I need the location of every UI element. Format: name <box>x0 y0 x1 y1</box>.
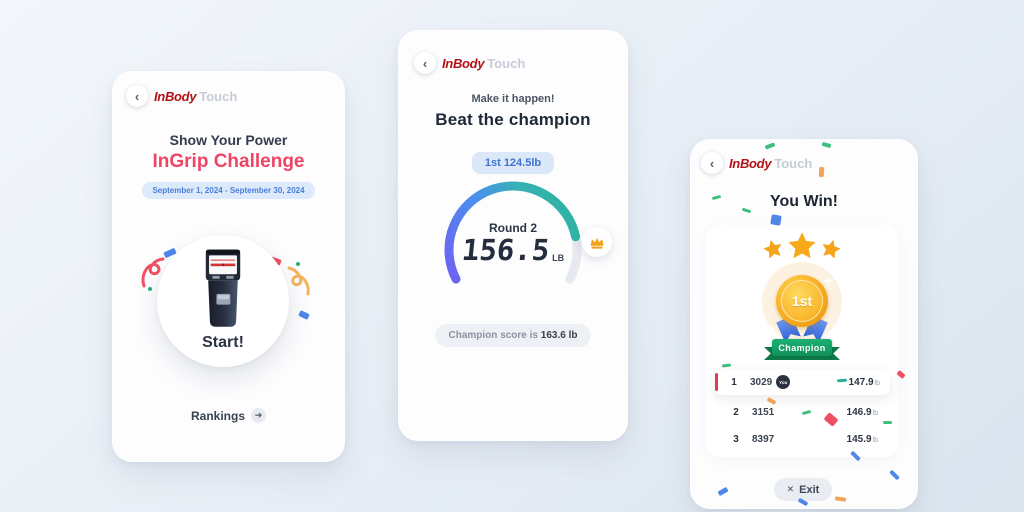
grip-device-illustration <box>205 249 241 327</box>
logo-product: Touch <box>487 56 526 71</box>
crown-icon <box>590 237 604 249</box>
date-range-wrap: September 1, 2024 - September 30, 2024 <box>113 180 344 199</box>
rank-number: 3 <box>733 433 739 445</box>
chevron-left-icon: ‹ <box>134 88 140 104</box>
confetti-piece <box>296 262 300 266</box>
confetti-squiggle-orange <box>287 266 310 296</box>
rank-number: 2 <box>733 406 739 418</box>
close-icon: ✕ <box>786 484 795 494</box>
confetti-piece <box>818 166 825 178</box>
rank-score: 147.9 lb <box>849 377 880 388</box>
back-button[interactable]: ‹ <box>701 152 723 174</box>
champion-banner-label: Champion <box>778 342 826 353</box>
confetti-piece <box>298 310 310 320</box>
stars-row <box>706 230 898 262</box>
app-logo: InBody Touch <box>154 90 237 103</box>
rank-score-unit: lb <box>872 409 878 417</box>
confetti-squiggle-red <box>141 257 165 288</box>
champion-score-prefix: Champion score is <box>448 330 541 341</box>
confetti-piece <box>717 486 729 497</box>
logo-brand: InBody <box>154 89 197 104</box>
rank-score-value: 146.9 <box>846 406 872 418</box>
exit-label: Exit <box>799 483 820 496</box>
confetti-piece <box>821 141 832 149</box>
star-icon <box>788 232 816 259</box>
confetti-piece <box>764 142 776 150</box>
challenge-subtitle: Show Your Power <box>169 132 288 148</box>
rank-score: 145.9 lb <box>847 434 878 445</box>
start-button[interactable]: Start! <box>157 235 289 367</box>
score-gauge <box>444 181 582 284</box>
star-icon <box>822 239 841 259</box>
win-title: You Win! <box>770 193 838 210</box>
confetti-piece <box>834 496 847 502</box>
result-card: 1st Champion 1 3029 You 147.9 lb <box>706 225 898 457</box>
confetti-piece <box>889 469 900 481</box>
first-place-medal: 1st <box>776 275 828 327</box>
champion-score-value: 163.6 lb <box>540 330 578 341</box>
rank-number: 1 <box>731 376 737 388</box>
arrow-right-icon: ➔ <box>251 408 266 423</box>
rankings-label: Rankings <box>190 408 245 423</box>
back-button[interactable]: ‹ <box>414 52 436 74</box>
rank-score-value: 145.9 <box>846 433 872 445</box>
ranking-row: 2 3151 146.9 lb <box>715 401 890 423</box>
sparkle-icon <box>823 276 833 286</box>
chevron-left-icon: ‹ <box>422 55 428 71</box>
confetti-piece <box>883 421 892 424</box>
app-logo: InBody Touch <box>729 157 812 170</box>
rank-score-unit: lb <box>872 436 878 444</box>
challenge-title: InGrip Challenge <box>152 151 305 172</box>
screen-round: ‹ InBody Touch Make it happen! Beat the c… <box>398 30 628 441</box>
member-id: 8397 <box>752 433 775 445</box>
rankings-link[interactable]: Rankings ➔ <box>113 408 344 423</box>
ranking-row: 3 8397 145.9 lb <box>715 428 890 450</box>
champion-marker <box>582 227 612 257</box>
rank-accent-bar <box>715 373 718 391</box>
start-label: Start! <box>202 334 244 351</box>
medal-face: 1st <box>781 280 823 322</box>
round-subtitle: Make it happen! <box>471 93 555 105</box>
ranking-row-you: 1 3029 You 147.9 lb <box>715 369 890 395</box>
app-logo: InBody Touch <box>442 57 525 70</box>
screen-win: ‹ InBody Touch You Win! <box>690 139 918 509</box>
member-id: 3029 <box>750 376 773 388</box>
sparkle-icon <box>768 325 775 332</box>
target-score-badge: 1st 124.5lb <box>471 152 555 174</box>
medal-rank-label: 1st <box>791 293 813 309</box>
rank-score: 146.9 lb <box>847 407 878 418</box>
confetti-piece <box>770 214 782 226</box>
champion-banner: Champion <box>772 339 832 356</box>
date-range-badge: September 1, 2024 - September 30, 2024 <box>142 182 315 199</box>
member-id: 3151 <box>752 406 775 418</box>
logo-brand: InBody <box>729 156 772 171</box>
back-button[interactable]: ‹ <box>126 85 148 107</box>
you-badge: You <box>776 375 791 389</box>
confetti-piece <box>148 287 152 291</box>
score-unit: LB <box>552 253 565 263</box>
score-value: 156.5 <box>460 233 551 267</box>
logo-brand: InBody <box>442 56 485 71</box>
round-title: Beat the champion <box>435 110 591 129</box>
exit-button[interactable]: ✕ Exit <box>774 478 832 501</box>
target-badge-wrap: 1st 124.5lb <box>399 152 627 174</box>
star-icon <box>763 239 782 259</box>
champion-score-note: Champion score is 163.6 lb <box>435 324 591 347</box>
rank-score-unit: lb <box>874 379 880 387</box>
chevron-left-icon: ‹ <box>709 155 715 171</box>
score-readout: 156.5 LB <box>399 233 627 267</box>
logo-product: Touch <box>774 156 813 171</box>
screen-challenge: ‹ InBody Touch Show Your Power InGrip Cha… <box>112 71 345 462</box>
rank-score-value: 147.9 <box>848 376 874 388</box>
round-label: Round 2 <box>489 221 537 235</box>
logo-product: Touch <box>199 89 238 104</box>
